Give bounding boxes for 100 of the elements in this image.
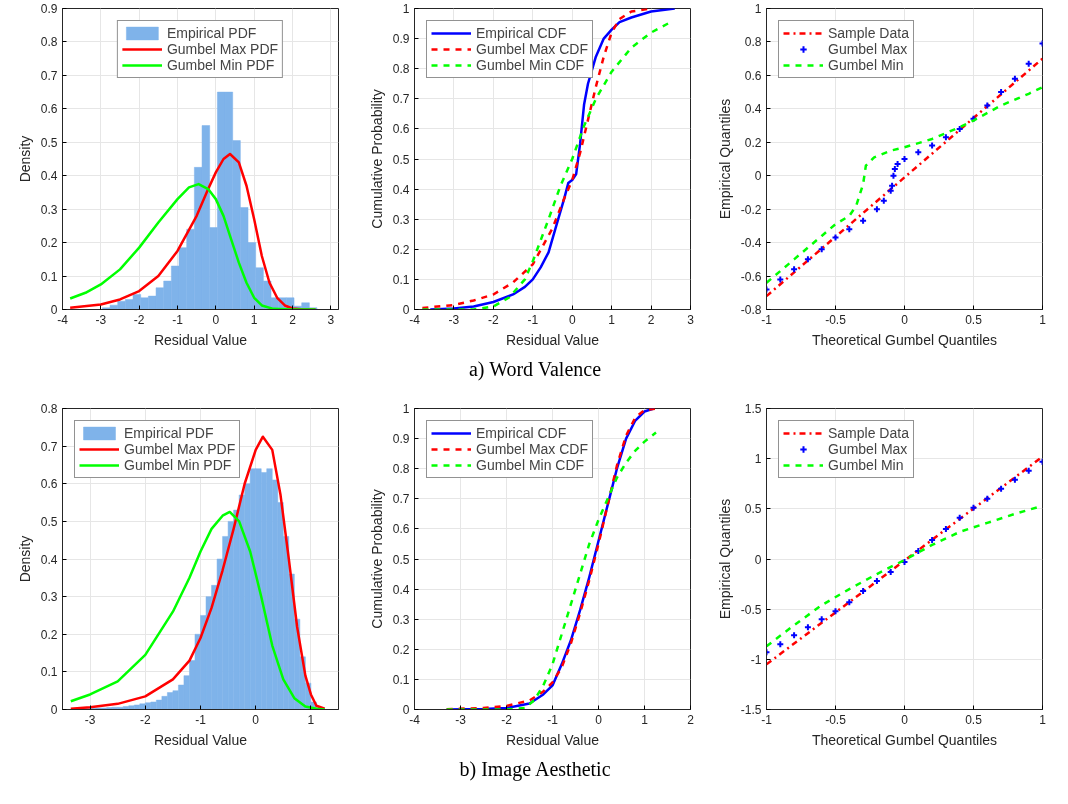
x-tick-label: 3	[327, 312, 335, 327]
x-tick-label: -1	[195, 712, 207, 727]
y-tick-label: 0.8	[40, 35, 58, 50]
x-tick-label: -1	[527, 312, 539, 327]
x-axis-title: Residual Value	[505, 731, 600, 748]
x-tick-label: -0.5	[825, 712, 847, 727]
y-axis-title: Cumulative Probability	[368, 89, 385, 229]
x-tick-label: -4	[409, 312, 421, 327]
y-tick-label: 0.1	[40, 665, 58, 680]
x-tick-label: 0	[901, 312, 909, 327]
legend-label: Gumbel Max CDF	[476, 41, 589, 57]
y-axis-title: Cumulative Probability	[368, 489, 385, 629]
y-tick-label: 0.1	[392, 672, 410, 687]
x-tick-label: -3	[95, 312, 107, 327]
x-tick-label: 0	[901, 712, 909, 727]
x-tick-label: 0	[212, 312, 220, 327]
y-tick-label: 1	[754, 2, 762, 16]
y-tick-label: 0.4	[40, 552, 58, 567]
y-tick-label: 0.8	[392, 62, 410, 77]
x-tick-label: 2	[647, 312, 655, 327]
legend-label: Gumbel Min	[828, 57, 904, 73]
legend-label: Gumbel Max	[828, 41, 908, 57]
y-tick-label: 0.7	[40, 439, 58, 454]
x-tick-label: 0.5	[965, 712, 983, 727]
x-axis-title: Residual Value	[153, 731, 248, 748]
x-tick-label: -0.5	[825, 312, 847, 327]
x-tick-label: 2	[687, 712, 695, 727]
y-tick-label: 0.5	[40, 514, 58, 529]
legend-label: Empirical CDF	[476, 25, 567, 41]
y-axis-title: Empirical Quantiles	[716, 98, 733, 220]
legend-label: Sample Data	[828, 425, 909, 441]
y-tick-label: 0.2	[392, 242, 410, 257]
y-tick-label: 0.2	[40, 236, 58, 251]
y-tick-label: 0.8	[744, 35, 762, 50]
y-tick-label: 0	[50, 703, 58, 717]
x-tick-label: 1	[1039, 312, 1047, 327]
legend-label: Gumbel Max CDF	[476, 441, 589, 457]
y-tick-label: 0.3	[392, 612, 410, 627]
y-tick-label: 0.7	[392, 92, 410, 107]
legend-label: Gumbel Min PDF	[124, 457, 232, 473]
y-tick-label: 1	[754, 452, 762, 467]
y-tick-label: 0	[402, 703, 410, 717]
legend-label: Sample Data	[828, 25, 909, 41]
y-tick-label: 1.5	[744, 402, 762, 416]
x-tick-label: -3	[455, 712, 467, 727]
y-tick-label: 0.8	[392, 462, 410, 477]
x-tick-label: -2	[488, 312, 500, 327]
y-tick-label: 0.6	[40, 477, 58, 492]
y-axis-title: Density	[16, 535, 33, 583]
y-tick-label: 0.4	[744, 102, 762, 117]
y-tick-label: 0	[50, 303, 58, 317]
x-tick-label: -2	[139, 712, 151, 727]
x-tick-label: -2	[501, 712, 513, 727]
x-tick-label: 1	[641, 712, 649, 727]
y-tick-label: 1	[402, 402, 410, 416]
legend-label: Gumbel Min	[828, 457, 904, 473]
x-tick-label: 1	[307, 712, 315, 727]
y-tick-label: 0.3	[392, 212, 410, 227]
x-tick-label: -1	[172, 312, 184, 327]
y-tick-label: 0.4	[40, 169, 58, 184]
y-tick-label: 0.6	[392, 522, 410, 537]
y-tick-label: 0.1	[40, 269, 58, 284]
y-tick-label: 0.2	[40, 627, 58, 642]
text: b) Image Aesthetic	[459, 757, 611, 783]
x-tick-label: 1	[1039, 712, 1047, 727]
legend-label: Gumbel Max	[828, 441, 908, 457]
text: a) Word Valence	[468, 357, 602, 383]
x-axis-title: Residual Value	[505, 331, 600, 348]
legend-label: Gumbel Max PDF	[124, 441, 236, 457]
y-tick-label: 0.4	[392, 182, 410, 197]
legend-label: Gumbel Min CDF	[476, 457, 585, 473]
y-tick-label: 0.5	[392, 152, 410, 167]
y-tick-label: 0	[754, 169, 762, 184]
y-tick-label: 0	[402, 303, 410, 317]
y-tick-label: 0.7	[40, 68, 58, 83]
y-tick-label: 0.5	[744, 502, 762, 517]
x-tick-label: -4	[409, 712, 421, 727]
y-tick-label: 0.6	[392, 122, 410, 137]
y-tick-label: 0.6	[40, 102, 58, 117]
x-tick-label: 0	[252, 712, 260, 727]
x-tick-label: -2	[133, 312, 145, 327]
y-tick-label: 0.9	[392, 432, 410, 447]
x-tick-label: -1	[547, 712, 559, 727]
y-tick-label: 0.3	[40, 590, 58, 605]
x-tick-label: 0.5	[965, 312, 983, 327]
x-axis-title: Theoretical Gumbel Quantiles	[811, 331, 998, 348]
y-tick-label: -1.5	[740, 703, 762, 717]
x-axis-title: Theoretical Gumbel Quantiles	[811, 731, 998, 748]
legend-label: Empirical CDF	[476, 425, 567, 441]
y-tick-label: 0.4	[392, 582, 410, 597]
y-tick-label: -0.8	[740, 303, 762, 317]
x-axis-title: Residual Value	[153, 331, 248, 348]
x-tick-label: 0	[568, 312, 576, 327]
legend-label: Gumbel Min CDF	[476, 57, 585, 73]
y-tick-label: 0.5	[392, 552, 410, 567]
y-axis-title: Empirical Quantiles	[716, 498, 733, 620]
y-tick-label: -0.2	[740, 202, 762, 217]
y-tick-label: 0.7	[392, 492, 410, 507]
y-tick-label: 0.1	[392, 272, 410, 287]
legend-label: Empirical PDF	[124, 425, 214, 441]
